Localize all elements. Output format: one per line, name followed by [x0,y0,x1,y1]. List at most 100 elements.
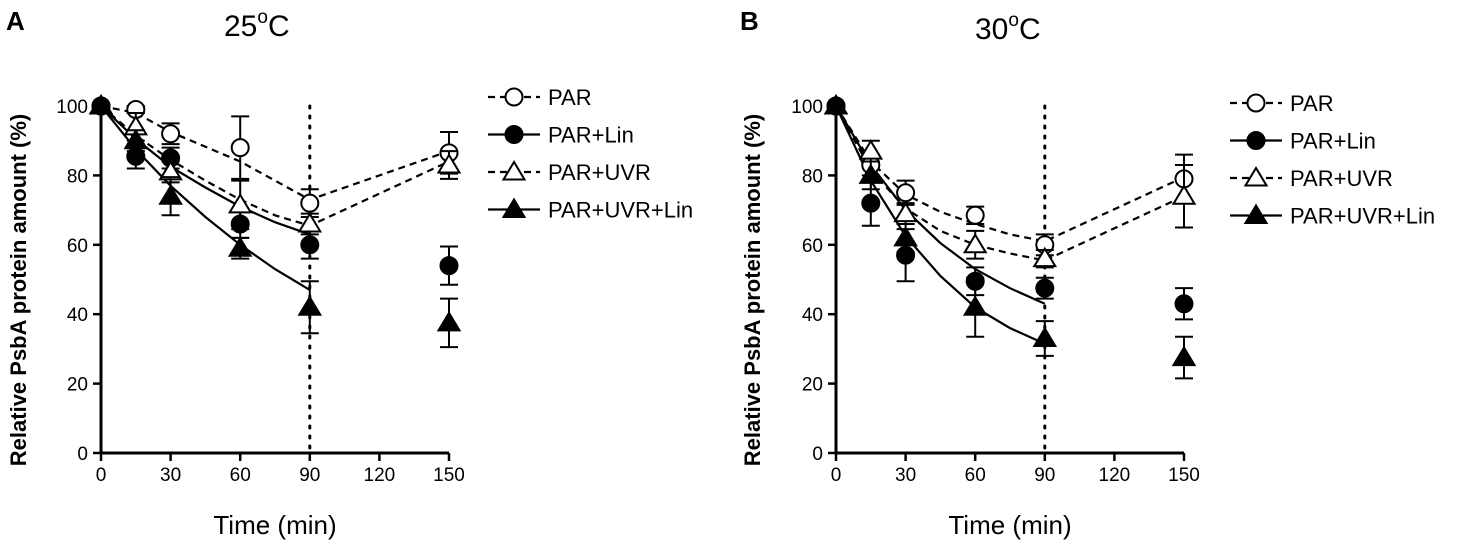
panel-a-x-tick-label: 120 [364,465,396,486]
panel-a: A 25oC Relative PsbA protein amount (%) … [6,6,693,540]
legend-marker [1246,93,1266,113]
panel-a-plot-area: 0 20 40 60 80 100 0 30 60 90 120 150 [56,94,465,486]
panel-a-y-tick-label: 20 [67,375,88,396]
panel-a-legend: PAR PAR+Lin PAR+UVR PAR+UVR+Lin [488,85,693,223]
panel-a-x-tick-label: 60 [230,465,251,486]
panel-a-x-tick-label: 30 [160,465,181,486]
panel-b-y-tick-label: 80 [802,166,823,187]
legend-marker [501,197,527,218]
panel-b-legend-item-par-plus-lin: PAR+Lin [1230,129,1376,154]
panel-b-legend: PAR PAR+Lin PAR+UVR PAR+UVR+Lin [1230,91,1435,229]
data-point [158,184,183,205]
panel-a-legend-item-par-plus-uvr-plus-lin: PAR+UVR+Lin [488,198,693,223]
legend-marker [504,125,524,144]
panel-b-x-axis-title: Time (min) [948,510,1071,540]
panel-a-series-par-plus-uvr [88,94,462,236]
data-point [1171,184,1197,205]
panel-a-y-tick-label: 100 [56,97,88,118]
legend-marker [501,160,527,181]
data-point [227,192,253,214]
panel-b-x-tick-label: 120 [1099,465,1131,486]
panel-a-legend-item-par: PAR [488,85,592,110]
panel-a-x-tick-label: 90 [299,465,320,486]
data-point [300,193,320,213]
data-point [300,235,320,255]
panel-a-series-par-plus-uvr-plus-lin [88,94,462,349]
data-point [893,225,918,247]
panel-a-x-tick-label: 0 [96,465,107,486]
data-point [962,232,988,254]
legend-marker [1243,203,1269,224]
panel-b-legend-item-par: PAR [1230,91,1334,116]
data-point [1171,345,1197,367]
panel-a-series-par-plus-lin [91,96,459,286]
legend-label: PAR+UVR [1290,166,1393,191]
data-point [123,128,149,150]
data-point [161,124,181,144]
data-point [439,256,459,276]
data-point [1032,326,1058,347]
legend-label: PAR [1290,91,1334,116]
panel-a-x-tick-label: 150 [433,465,465,486]
legend-label: PAR+UVR [548,160,651,185]
data-point [297,212,323,233]
panel-b-x-tick-label: 90 [1034,465,1055,486]
legend-label: PAR+Lin [1290,129,1376,154]
data-point [436,153,462,174]
panel-b-letter: B [740,6,759,36]
panel-b-x-tick-label: 150 [1168,465,1200,486]
panel-b-legend-item-par-plus-uvr-plus-lin: PAR+UVR+Lin [1230,204,1435,229]
panel-b-x-tick-label: 0 [831,465,842,486]
panel-b-y-tick-label: 60 [802,236,823,257]
data-point [1035,278,1055,298]
panel-b-y-tick-label: 100 [791,97,823,118]
legend-label: PAR+Lin [548,123,634,148]
panel-a-y-axis-title: Relative PsbA protein amount (%) [6,114,31,466]
panel-a-fit-line-par-plus-uvr [100,105,450,227]
panel-b-legend-item-par-plus-uvr: PAR+UVR [1230,166,1393,191]
panel-a-legend-item-par-plus-lin: PAR+Lin [488,123,634,148]
panel-a-y-tick-label: 40 [67,305,88,326]
panel-b-fit-line-par-plus-uvr [835,105,1185,262]
panel-a-legend-item-par-plus-uvr: PAR+UVR [488,160,651,185]
data-point [1032,246,1058,268]
data-point [896,183,916,203]
legend-marker [1246,131,1266,150]
panel-a-letter: A [6,6,25,36]
legend-marker [1243,166,1269,187]
data-point [297,295,323,316]
data-point [858,139,884,160]
panel-b-series-par-plus-uvr-plus-lin [823,94,1197,380]
panel-b-y-tick-label: 20 [802,375,823,396]
data-point [861,193,881,213]
panel-b-title: 30oC [975,10,1041,46]
panel-a-x-axis-title: Time (min) [213,510,336,540]
data-point [436,310,462,332]
legend-label: PAR+UVR+Lin [1290,204,1435,229]
panel-b-fit-line-par [835,105,1185,243]
data-point [893,201,918,223]
legend-marker [504,87,524,107]
panel-b-y-axis-title: Relative PsbA protein amount (%) [740,114,765,466]
panel-b-plot-area: 0 20 40 60 80 100 0 30 60 90 120 150 [791,94,1200,486]
data-point [858,163,884,184]
data-point [1174,294,1194,314]
panel-a-y-tick-label: 60 [67,236,88,257]
panel-a-y-tick-label: 80 [67,166,88,187]
panel-b-series-par [826,96,1194,257]
panel-b-x-tick-label: 30 [895,465,916,486]
panel-b-y-tick-label: 0 [812,444,823,465]
panel-b-series-par-plus-uvr [823,94,1197,269]
legend-label: PAR [548,85,592,110]
data-point [227,236,253,257]
panel-a-series-par [91,96,459,219]
legend-label: PAR+UVR+Lin [548,198,693,223]
panel-b-x-tick-label: 60 [965,465,986,486]
data-point [230,138,250,158]
data-point [962,295,988,316]
panel-a-y-tick-label: 0 [77,444,88,465]
panel-b-y-tick-label: 40 [802,305,823,326]
data-point [823,94,849,115]
panel-b: B 30oC Relative PsbA protein amount (%) … [740,6,1435,540]
